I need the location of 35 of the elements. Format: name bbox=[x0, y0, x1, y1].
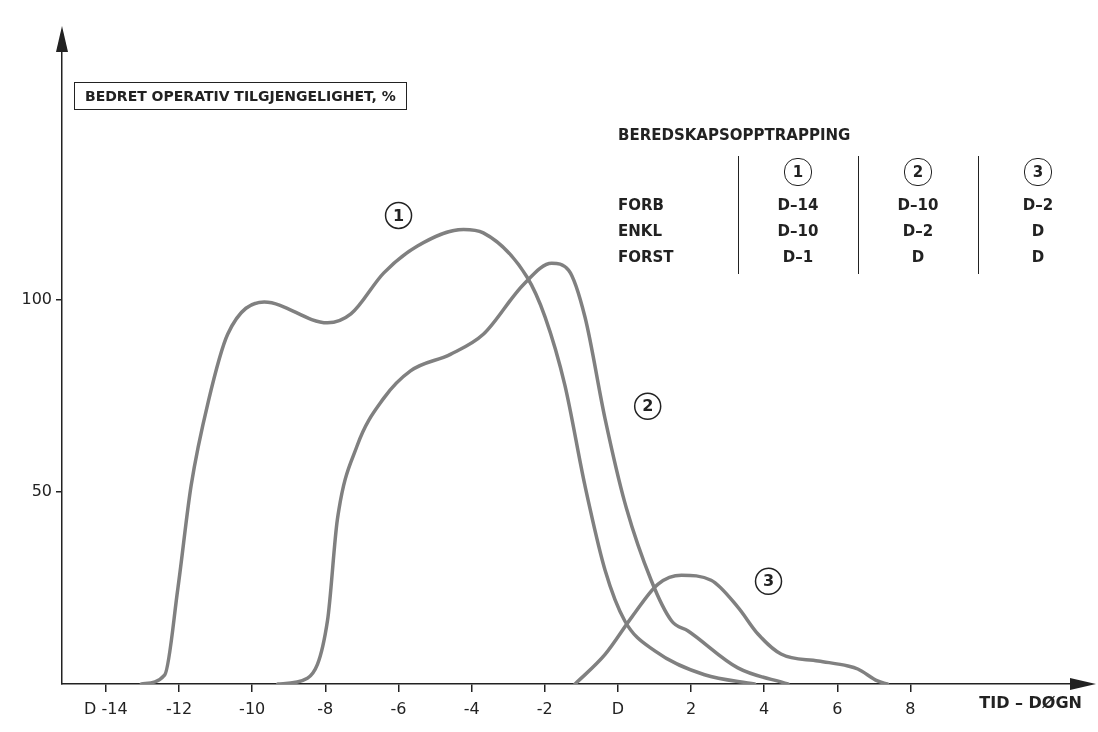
x-tick-label: 8 bbox=[905, 698, 916, 718]
x-tick-label: 4 bbox=[759, 698, 770, 718]
annotation: D bbox=[1030, 248, 1046, 266]
annotation: D–2 bbox=[901, 222, 935, 240]
annotation: D bbox=[1030, 222, 1046, 240]
x-tick-label: D bbox=[611, 698, 625, 718]
annotation: ENKL bbox=[618, 222, 663, 240]
annotation: D bbox=[910, 248, 926, 266]
annotation: 2 bbox=[904, 158, 932, 186]
series-label: 1 bbox=[392, 205, 405, 225]
series-label: 3 bbox=[762, 571, 775, 591]
text: 2 bbox=[642, 396, 654, 416]
annotation: D–10 bbox=[776, 222, 820, 240]
annotation: 3 bbox=[1024, 158, 1052, 186]
annotation: BEREDSKAPSOPPTRAPPING bbox=[618, 126, 852, 144]
x-tick-label: D -14 bbox=[84, 698, 128, 718]
x-tick-label: -12 bbox=[165, 698, 193, 718]
x-tick-label: -6 bbox=[390, 698, 407, 718]
x-tick-label: -8 bbox=[317, 698, 334, 718]
annotation: 1 bbox=[784, 158, 812, 186]
y-tick-label: 100 bbox=[21, 288, 52, 308]
annotation: FORB bbox=[618, 196, 665, 214]
x-tick-label: -2 bbox=[536, 698, 553, 718]
x-tick-label: -4 bbox=[463, 698, 480, 718]
y-tick-label: 50 bbox=[31, 481, 52, 501]
annotation: FORST bbox=[618, 248, 675, 266]
x-tick-label: 6 bbox=[832, 698, 843, 718]
annotation: D–14 bbox=[776, 196, 820, 214]
x-tick-label: -10 bbox=[239, 698, 266, 718]
annotation: D–1 bbox=[781, 248, 815, 266]
y-axis-title: BEDRET OPERATIV TILGJENGELIGHET, % bbox=[74, 82, 407, 110]
x-tick-label: 2 bbox=[685, 698, 697, 718]
annotation: D–10 bbox=[896, 196, 940, 214]
annotation: D–2 bbox=[1021, 196, 1055, 214]
x-axis-title: TID – DØGN bbox=[979, 693, 1082, 713]
